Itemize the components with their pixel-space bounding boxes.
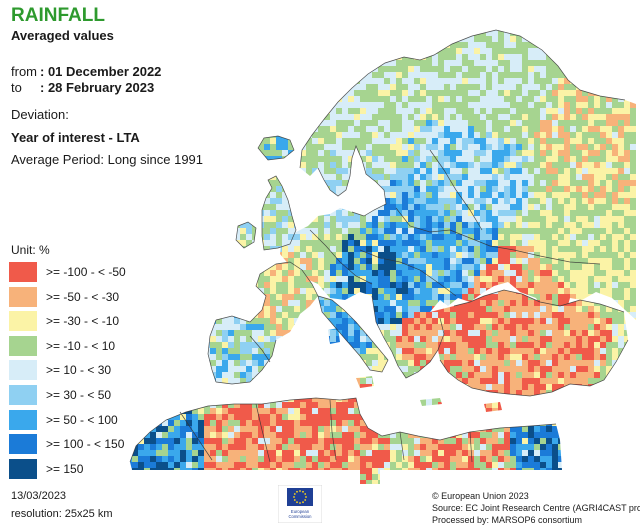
eu-star-icon: [302, 490, 304, 493]
eu-star-icon: [304, 499, 307, 501]
deviation-label: Deviation:: [11, 107, 69, 122]
legend-swatch: [9, 384, 37, 405]
european-commission-logo: European Commission: [278, 485, 322, 523]
eu-star-icon: [296, 501, 298, 504]
legend-swatch: [9, 458, 37, 479]
legend-label: >= -10 - < 10: [46, 338, 116, 353]
eu-star-icon: [302, 501, 304, 504]
eu-star-icon: [293, 496, 295, 498]
eu-star-icon: [293, 493, 296, 495]
eu-star-icon: [299, 502, 301, 504]
legend-swatch: [9, 286, 37, 307]
eu-star-icon: [296, 490, 298, 493]
legend-label: >= 50 - < 100: [46, 412, 118, 427]
resolution: resolution: 25x25 km: [11, 508, 113, 520]
legend-label: >= 150: [46, 461, 84, 476]
year-of-interest: Year of interest - LTA: [11, 130, 140, 145]
legend-swatch: [9, 434, 37, 455]
eu-star-icon: [305, 496, 307, 498]
legend-unit: Unit: %: [11, 243, 50, 257]
legend-swatch: [9, 262, 37, 282]
map-subtitle: Averaged values: [11, 28, 114, 43]
logo-caption-commission: Commission: [288, 514, 312, 519]
legend-label: >= -50 - < -30: [46, 289, 120, 304]
legend-label: >= -30 - < -10: [46, 314, 120, 329]
legend-label: >= -100 - < -50: [46, 265, 126, 279]
copyright: © European Union 2023: [432, 491, 529, 501]
to-date: : 28 February 2023: [40, 80, 155, 95]
map-title: RAINFALL: [11, 5, 105, 26]
issue-date: 13/03/2023: [11, 490, 67, 502]
legend-label: >= 30 - < 50: [46, 387, 112, 402]
legend-swatch: [9, 360, 37, 381]
logo-caption-european: European: [291, 509, 310, 514]
legend-label: >= 100 - < 150: [46, 437, 125, 452]
legend-label: >= 10 - < 30: [46, 363, 112, 378]
average-period: Average Period: Long since 1991: [11, 152, 204, 167]
data-source: Source: EC Joint Research Centre (AGRI4C…: [432, 503, 640, 513]
from-date: : 01 December 2022: [40, 64, 162, 79]
legend-swatch: [9, 335, 37, 356]
from-label: from: [11, 64, 37, 79]
processed-by: Processed by: MARSOP6 consortium: [432, 515, 583, 525]
legend-swatch: [9, 311, 37, 332]
legend-swatch: [9, 409, 37, 430]
eu-star-icon: [304, 493, 307, 495]
eu-star-icon: [293, 499, 296, 501]
to-label: to: [11, 80, 22, 95]
eu-star-icon: [299, 490, 301, 492]
